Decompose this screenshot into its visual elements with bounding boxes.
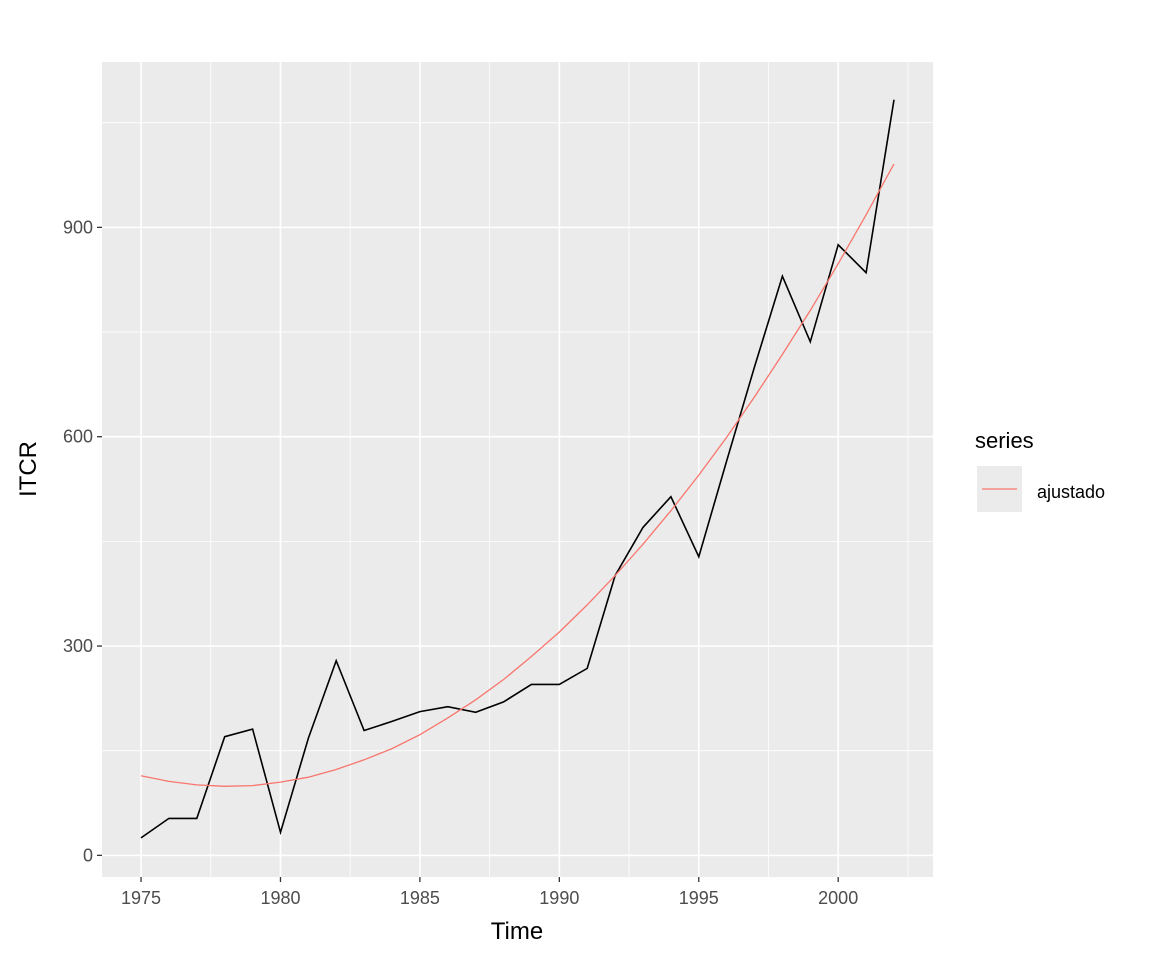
x-tick-label: 1975 xyxy=(121,888,161,908)
x-axis-label: Time xyxy=(491,918,543,945)
series-ajustado-line xyxy=(140,163,895,787)
x-tick-label: 1995 xyxy=(679,888,719,908)
y-tick-label: 300 xyxy=(63,636,93,656)
panel-background xyxy=(102,62,933,877)
legend-title: series xyxy=(975,428,1034,453)
grid-major xyxy=(102,62,933,877)
series-itcr-line xyxy=(140,99,895,839)
x-tick-label: 1985 xyxy=(400,888,440,908)
y-axis-label: ITCR xyxy=(15,441,42,497)
x-tick-label: 1980 xyxy=(260,888,300,908)
y-tick-label: 900 xyxy=(63,217,93,237)
legend: series ajustado xyxy=(975,428,1105,512)
series-lines xyxy=(140,99,895,839)
y-tick-label: 0 xyxy=(83,845,93,865)
x-tick-label: 1990 xyxy=(539,888,579,908)
grid-minor xyxy=(102,62,933,877)
x-axis: 1975 1980 1985 1990 1995 2000 xyxy=(121,877,858,908)
x-tick-label: 2000 xyxy=(818,888,858,908)
legend-label: ajustado xyxy=(1037,482,1105,502)
y-tick-label: 600 xyxy=(63,427,93,447)
y-axis: 0 300 600 900 xyxy=(63,217,102,865)
